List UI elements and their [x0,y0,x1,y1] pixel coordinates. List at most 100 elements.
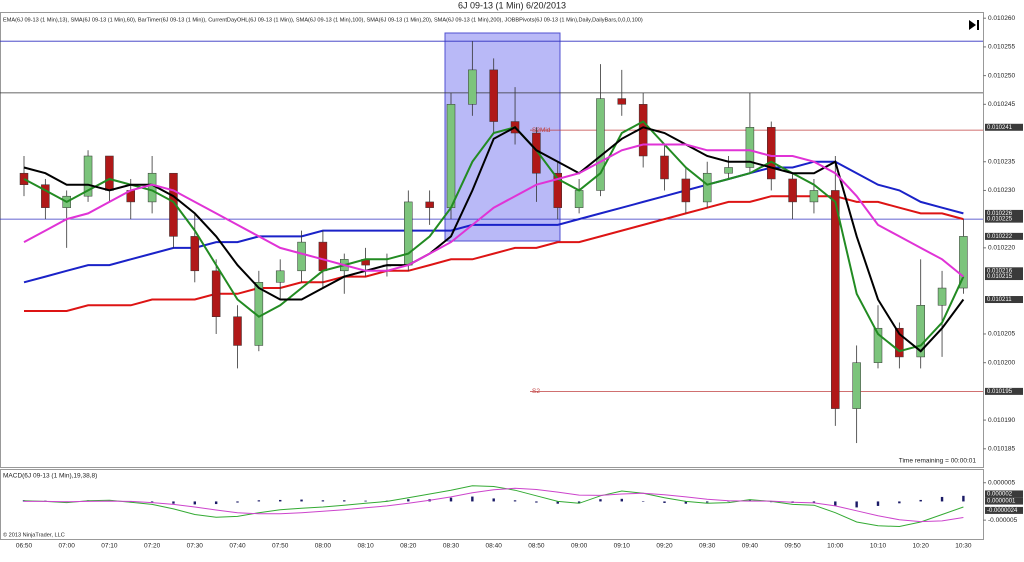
x-tick-label: 09:30 [699,543,716,550]
candle-body [211,270,221,317]
macd-panel [0,469,984,540]
histogram-bar [599,499,602,502]
price-marker-label: 0.000002 [987,492,1013,498]
histogram-bar [364,500,367,502]
x-tick-label: 09:20 [656,543,673,550]
x-tick-label: 09:10 [614,543,631,550]
price-marker [985,490,1023,498]
price-panel [0,12,984,468]
price-marker-label: 0.010241 [987,125,1013,131]
x-tick-label: 08:50 [528,543,545,550]
x-tick-label: 10:30 [955,543,972,550]
candle-body [937,287,947,306]
x-tick-label: 10:00 [827,543,844,550]
x-tick-label: 08:40 [486,543,503,550]
price-marker [985,267,1023,275]
indicator-line [23,126,965,353]
histogram-bar [492,498,495,502]
level-label: S2 [532,388,540,395]
indicator-line [23,485,964,528]
histogram-bar [172,501,175,504]
candle-body [318,241,328,272]
y-tick-label: 0.000005 [988,479,1015,486]
candle-body [852,362,861,409]
candle-body [275,270,285,283]
x-tick-label: 10:10 [870,543,887,550]
candle-body [596,98,605,191]
candle-body [767,127,776,180]
y-tick-label: 0.010205 [988,331,1015,338]
indicator-line [23,143,965,278]
x-tick-label: 07:30 [187,543,204,550]
histogram-bar [876,501,880,506]
histogram-bar [855,501,858,508]
x-tick-label: 09:50 [784,543,801,550]
y-tick-label: 0.010185 [988,446,1015,453]
y-tick-label: 0.010260 [988,15,1015,22]
candle-body [297,241,306,272]
x-tick-label: 06:50 [16,543,33,550]
x-tick-label: 07:10 [101,543,118,550]
candle-body [809,190,819,203]
y-tick-label: 0.010220 [988,245,1015,252]
candle-body [468,69,477,105]
histogram-bar [919,499,922,502]
x-tick-label: 08:20 [400,543,417,550]
candle-body [404,201,413,266]
x-tick-label: 10:20 [913,543,930,550]
candle-body [831,190,840,409]
y-tick-label: 0.010200 [988,359,1015,366]
histogram-bar [535,501,538,503]
histogram-bar [193,501,196,505]
candle-body [553,172,562,208]
chart-title: 6J 09-13 (1 Min) 6/20/2013 [458,0,566,10]
x-tick-label: 08:10 [357,543,374,550]
price-marker [985,506,1023,514]
price-marker-label: 0.0000001 [987,499,1016,505]
price-marker-label: 0.010216 [987,268,1013,274]
histogram-bar [663,501,666,503]
x-tick-label: 09:00 [571,543,588,550]
histogram-bar [940,496,944,502]
histogram-bar [257,500,261,502]
histogram-bar [577,501,581,503]
price-marker-label: 0.010225 [987,217,1013,223]
price-marker-label: 0.010222 [987,234,1013,240]
histogram-bar [513,500,517,502]
x-tick-label: 09:40 [742,543,759,550]
y-tick-label: 0.010245 [988,101,1015,108]
histogram-bar [449,497,453,502]
y-tick-label: -0.000005 [988,517,1018,524]
candle-body [873,327,883,363]
histogram-bar [343,500,346,502]
candle-body [702,172,712,203]
candle-body [724,167,733,174]
candle-body [617,98,627,105]
x-tick-label: 07:40 [229,543,246,550]
price-marker [985,215,1023,223]
candle-body [959,236,968,289]
histogram-bar [706,501,709,503]
x-tick-label: 07:50 [272,543,289,550]
candle-body [446,104,456,208]
candle-body [19,172,29,185]
histogram-bar [834,501,837,506]
price-marker [985,209,1023,217]
candle-body [574,190,584,208]
price-marker [985,273,1023,281]
histogram-bar [684,501,688,504]
histogram-bar [962,495,965,502]
play-button[interactable] [969,20,979,30]
indicator-line [23,120,965,353]
price-marker [985,232,1023,240]
indicator-line [23,160,964,284]
x-tick-label: 07:20 [144,543,161,550]
x-tick-label: 08:30 [443,543,460,550]
histogram-bar [214,501,218,505]
histogram-bar [321,500,325,502]
candle-body [788,178,797,203]
time-remaining: Time remaining = 00:00:01 [899,458,977,465]
price-marker [985,387,1023,395]
candle-body [83,155,93,197]
